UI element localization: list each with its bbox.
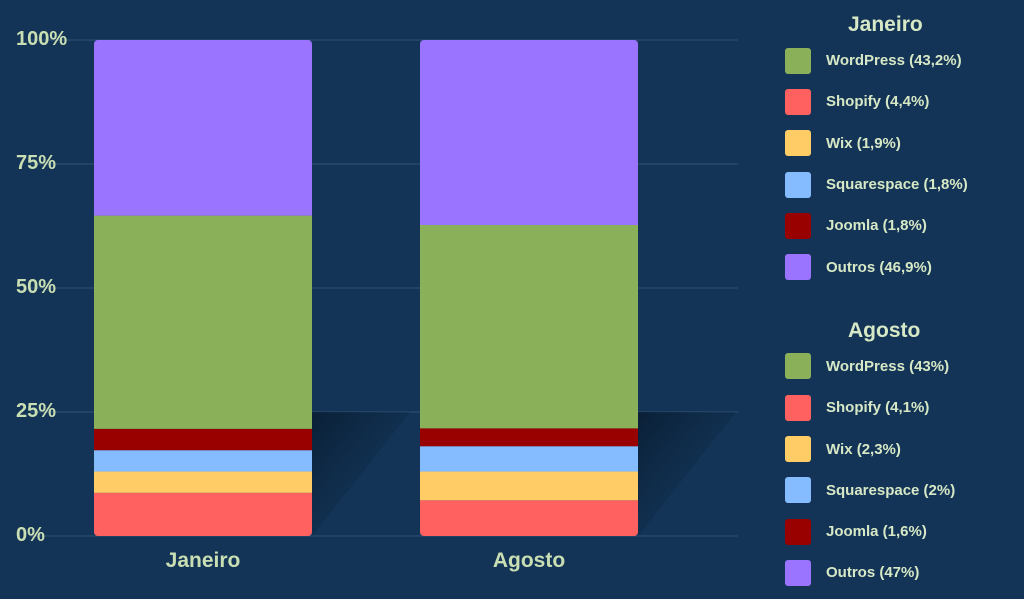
- bar-segment-outros: [94, 40, 312, 216]
- legend-item: Outros (47%): [785, 552, 1020, 593]
- bar-stack-agosto: [420, 40, 638, 536]
- legend-label: Squarespace (2%): [826, 481, 956, 499]
- legend-label: Joomla (1,6%): [826, 523, 927, 541]
- bar-segment-squarespace: [420, 446, 638, 472]
- legend-item: Joomla (1,8%): [785, 205, 1020, 246]
- legend-item: Joomla (1,6%): [785, 511, 1020, 552]
- legend-label: Outros (47%): [826, 564, 920, 582]
- legend-item: Shopify (4,1%): [785, 387, 1020, 428]
- legend-swatch: [785, 47, 811, 74]
- bar-segment-wix: [94, 471, 312, 493]
- legend-label: Wix (2,3%): [826, 440, 901, 458]
- bar-segment-wix: [420, 471, 638, 501]
- bar-segment-joomla: [94, 428, 312, 451]
- stacked-bar-chart: 0% 25% 50% 75% 100% Janeiro Agosto: [16, 28, 738, 572]
- legend-item: Shopify (4,4%): [785, 81, 1020, 122]
- legend-item: Wix (2,3%): [785, 428, 1020, 469]
- bar-segment-shopify: [94, 492, 312, 536]
- bar-segment-shopify: [420, 500, 638, 536]
- legend-label: Outros (46,9%): [826, 258, 932, 276]
- legend-label: WordPress (43%): [826, 357, 950, 375]
- x-category-label: Agosto: [493, 549, 565, 572]
- legend-swatch: [785, 88, 811, 115]
- legend-swatch: [785, 212, 811, 239]
- legend-swatch: [785, 171, 811, 198]
- x-category-label: Janeiro: [166, 549, 241, 572]
- bar-segment-wordpress: [420, 225, 638, 429]
- bar-stack-janeiro: [94, 40, 312, 536]
- bar-shadow: [312, 412, 410, 536]
- legend-group-title: Agosto: [848, 318, 921, 342]
- bar-shadow: [638, 412, 736, 536]
- legend-swatch: [785, 394, 811, 421]
- legend-item: Squarespace (1,8%): [785, 164, 1020, 205]
- y-axis-ticks: 0% 25% 50% 75% 100%: [16, 28, 67, 546]
- y-tick-label: 100%: [16, 28, 67, 50]
- legend-item: WordPress (43%): [785, 346, 1020, 387]
- legend-swatch: [785, 254, 811, 281]
- bar-segment-outros: [420, 40, 638, 226]
- legend-label: Squarespace (1,8%): [826, 176, 968, 194]
- legend-group-title: Janeiro: [848, 13, 923, 36]
- y-tick-label: 75%: [16, 152, 56, 174]
- legend-spacer: [785, 288, 1020, 316]
- legend-item: Squarespace (2%): [785, 470, 1020, 511]
- legend-swatch: [785, 559, 811, 586]
- legend-label: Joomla (1,8%): [826, 217, 927, 235]
- bars: [94, 40, 638, 536]
- x-axis-categories: Janeiro Agosto: [166, 549, 566, 572]
- legend-label: Wix (1,9%): [826, 134, 901, 152]
- bar-segment-squarespace: [94, 450, 312, 472]
- legend: Janeiro WordPress (43,2%) Shopify (4,4%) Wi…: [785, 10, 1020, 594]
- legend-label: Shopify (4,1%): [826, 399, 930, 417]
- legend-label: Shopify (4,4%): [826, 93, 930, 111]
- y-tick-label: 50%: [16, 276, 56, 298]
- bar-segment-wordpress: [94, 215, 312, 429]
- y-tick-label: 0%: [16, 524, 45, 546]
- legend-swatch: [785, 477, 811, 504]
- y-tick-label: 25%: [16, 400, 56, 422]
- legend-swatch: [785, 130, 811, 157]
- legend-swatch: [785, 436, 811, 463]
- legend-item: WordPress (43,2%): [785, 40, 1020, 81]
- legend-item: Outros (46,9%): [785, 246, 1020, 287]
- bar-segment-joomla: [420, 428, 638, 447]
- legend-swatch: [785, 518, 811, 545]
- legend-label: WordPress (43,2%): [826, 52, 962, 70]
- legend-swatch: [785, 353, 811, 380]
- bar-shadows: [312, 412, 736, 536]
- legend-item: Wix (1,9%): [785, 123, 1020, 164]
